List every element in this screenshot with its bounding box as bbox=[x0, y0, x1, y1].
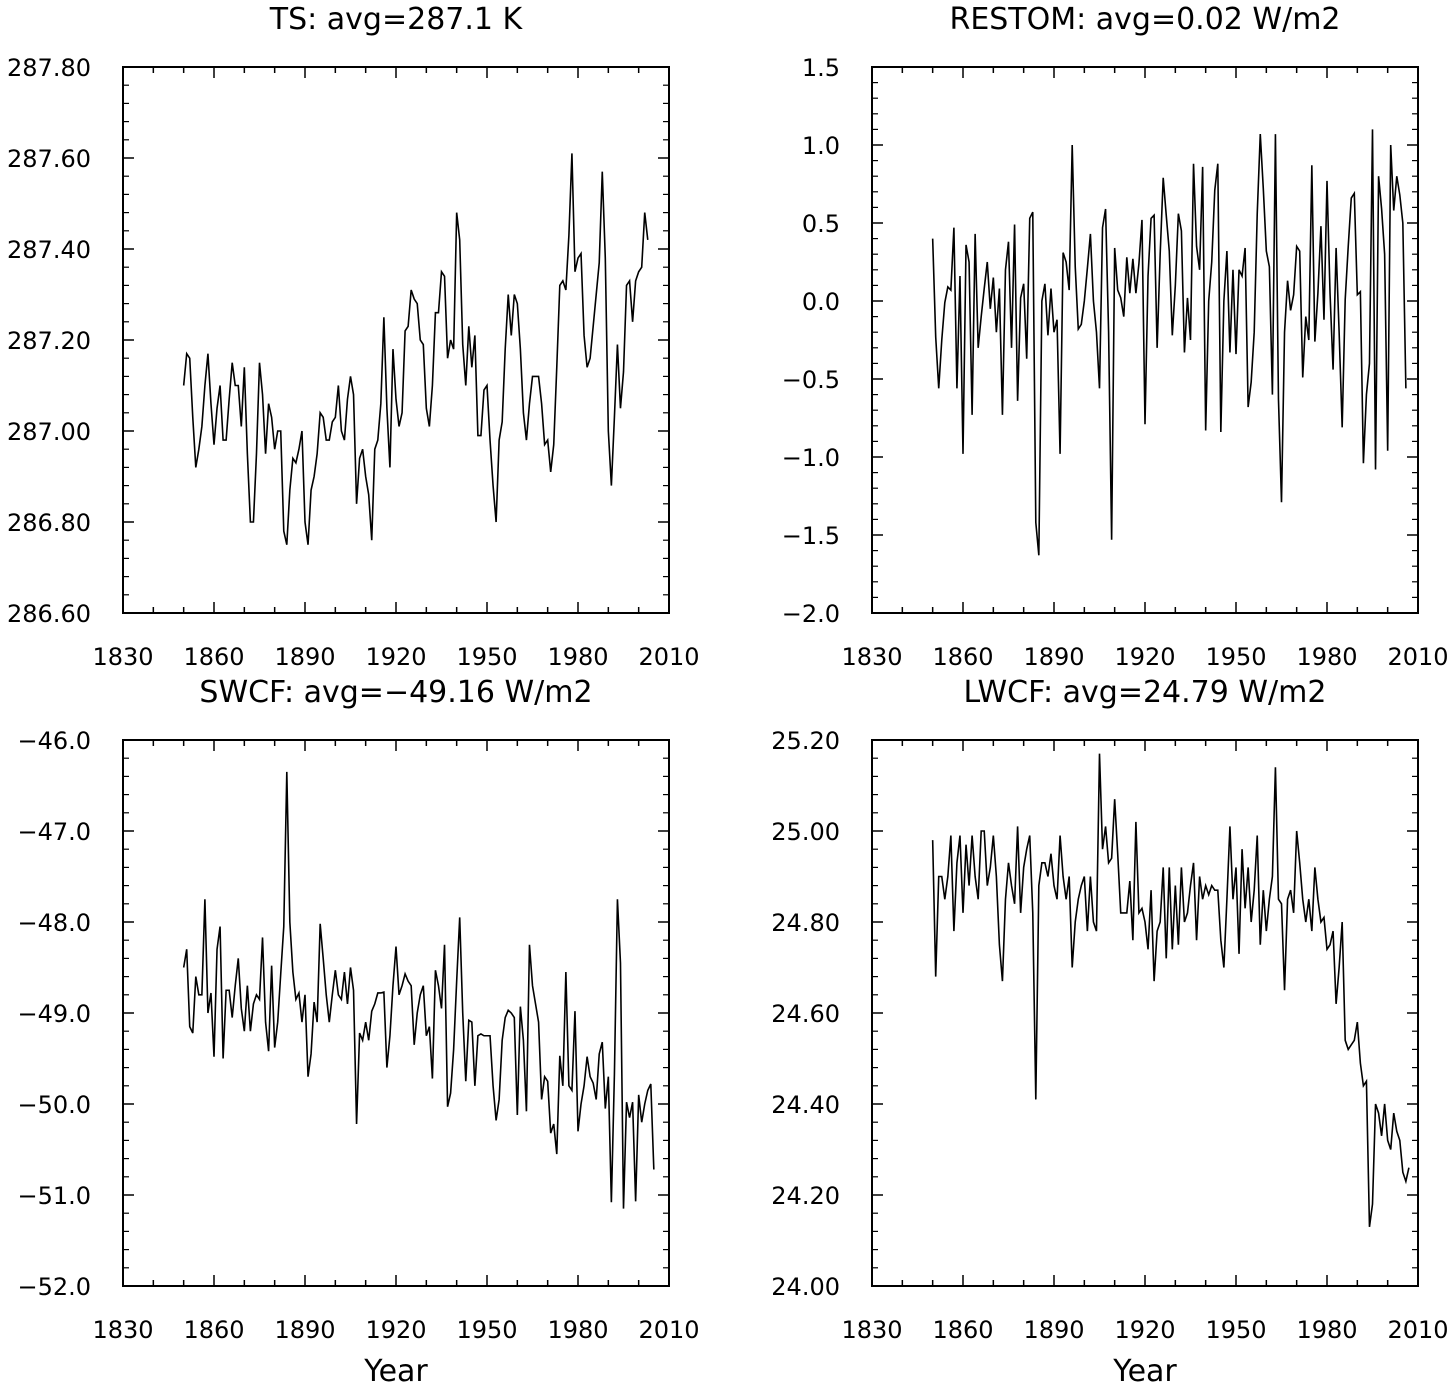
plot-frame bbox=[871, 739, 1419, 1287]
y-tick-label: 287.80 bbox=[7, 54, 91, 82]
y-tick-label: 24.40 bbox=[771, 1091, 840, 1119]
x-tick-label: 2010 bbox=[638, 1316, 699, 1344]
y-tick-label: 287.00 bbox=[7, 418, 91, 446]
x-tick-label: 1830 bbox=[92, 1316, 153, 1344]
y-tick-label: 24.60 bbox=[771, 1000, 840, 1028]
plot-frame bbox=[871, 66, 1419, 614]
y-tick-label: 1.5 bbox=[802, 54, 840, 82]
y-tick-label: 0.5 bbox=[802, 210, 840, 238]
chart-title: SWCF: avg=−49.16 W/m2 bbox=[199, 675, 592, 710]
y-tick-label: −50.0 bbox=[17, 1091, 91, 1119]
x-tick-label: 1980 bbox=[547, 1316, 608, 1344]
y-tick-label: −49.0 bbox=[17, 1000, 91, 1028]
y-tick-label: −1.5 bbox=[782, 522, 840, 550]
x-tick-label: 1860 bbox=[183, 643, 244, 671]
y-tick-label: −0.5 bbox=[782, 366, 840, 394]
y-tick-label: −52.0 bbox=[17, 1273, 91, 1301]
y-tick-label: −48.0 bbox=[17, 909, 91, 937]
y-tick-label: 287.60 bbox=[7, 145, 91, 173]
y-tick-label: 1.0 bbox=[802, 132, 840, 160]
x-tick-label: 1920 bbox=[365, 643, 426, 671]
y-tick-label: 25.00 bbox=[771, 818, 840, 846]
plot-frame bbox=[122, 739, 670, 1287]
y-tick-label: −51.0 bbox=[17, 1182, 91, 1210]
plot-frame bbox=[122, 66, 670, 614]
x-tick-label: 1920 bbox=[365, 1316, 426, 1344]
x-axis-label: Year bbox=[1112, 1354, 1177, 1383]
y-tick-label: 287.20 bbox=[7, 327, 91, 355]
series-line bbox=[182, 153, 649, 545]
x-tick-label: 1980 bbox=[547, 643, 608, 671]
y-tick-label: −1.0 bbox=[782, 444, 840, 472]
x-tick-label: 1830 bbox=[92, 643, 153, 671]
x-axis-label: Year bbox=[363, 1354, 428, 1383]
y-tick-label: 286.60 bbox=[7, 600, 91, 628]
x-tick-label: 1890 bbox=[274, 1316, 335, 1344]
x-tick-label: 1830 bbox=[841, 643, 902, 671]
panel-lwcf: 1830 1860 1890 1920 1950 1980 2010 25.20 25.00 24… bbox=[771, 675, 1448, 1383]
panel-restom: 1830 1860 1890 1920 1950 1980 2010 1.5 1.0 0.5 0.0… bbox=[782, 2, 1449, 671]
x-tick-label: 1950 bbox=[456, 1316, 517, 1344]
y-tick-label: 24.00 bbox=[771, 1273, 840, 1301]
x-tick-label: 1920 bbox=[1114, 643, 1175, 671]
x-tick-label: 1860 bbox=[932, 1316, 993, 1344]
chart-title: TS: avg=287.1 K bbox=[269, 2, 524, 37]
x-tick-label: 2010 bbox=[1387, 1316, 1448, 1344]
panel-ts: 1830 1860 1890 1920 1950 1980 2010 287.80 287.60… bbox=[7, 2, 700, 671]
series-line bbox=[931, 753, 1410, 1227]
x-tick-label: 1860 bbox=[183, 1316, 244, 1344]
x-tick-label: 1950 bbox=[456, 643, 517, 671]
x-tick-label: 1950 bbox=[1205, 643, 1266, 671]
chart-title: LWCF: avg=24.79 W/m2 bbox=[964, 675, 1327, 710]
y-tick-label: 24.20 bbox=[771, 1182, 840, 1210]
x-tick-label: 1980 bbox=[1296, 1316, 1357, 1344]
x-tick-label: 1890 bbox=[274, 643, 335, 671]
x-tick-label: 2010 bbox=[638, 643, 699, 671]
x-tick-label: 1950 bbox=[1205, 1316, 1266, 1344]
y-tick-label: 0.0 bbox=[802, 288, 840, 316]
series-line bbox=[931, 129, 1407, 556]
chart-title: RESTOM: avg=0.02 W/m2 bbox=[949, 2, 1340, 37]
y-tick-label: 25.20 bbox=[771, 727, 840, 755]
x-tick-label: 1920 bbox=[1114, 1316, 1175, 1344]
x-tick-label: 1980 bbox=[1296, 643, 1357, 671]
y-tick-label: −47.0 bbox=[17, 818, 91, 846]
panel-swcf: 1830 1860 1890 1920 1950 1980 2010 −46.0 −47.0 −4… bbox=[17, 675, 699, 1383]
series-line bbox=[182, 771, 655, 1209]
y-tick-label: 287.40 bbox=[7, 236, 91, 264]
x-tick-label: 1890 bbox=[1023, 643, 1084, 671]
x-tick-label: 1890 bbox=[1023, 1316, 1084, 1344]
x-tick-label: 1830 bbox=[841, 1316, 902, 1344]
y-tick-label: −46.0 bbox=[17, 727, 91, 755]
y-tick-label: 24.80 bbox=[771, 909, 840, 937]
y-tick-label: −2.0 bbox=[782, 600, 840, 628]
y-tick-label: 286.80 bbox=[7, 509, 91, 537]
x-tick-label: 1860 bbox=[932, 643, 993, 671]
x-tick-label: 2010 bbox=[1387, 643, 1448, 671]
